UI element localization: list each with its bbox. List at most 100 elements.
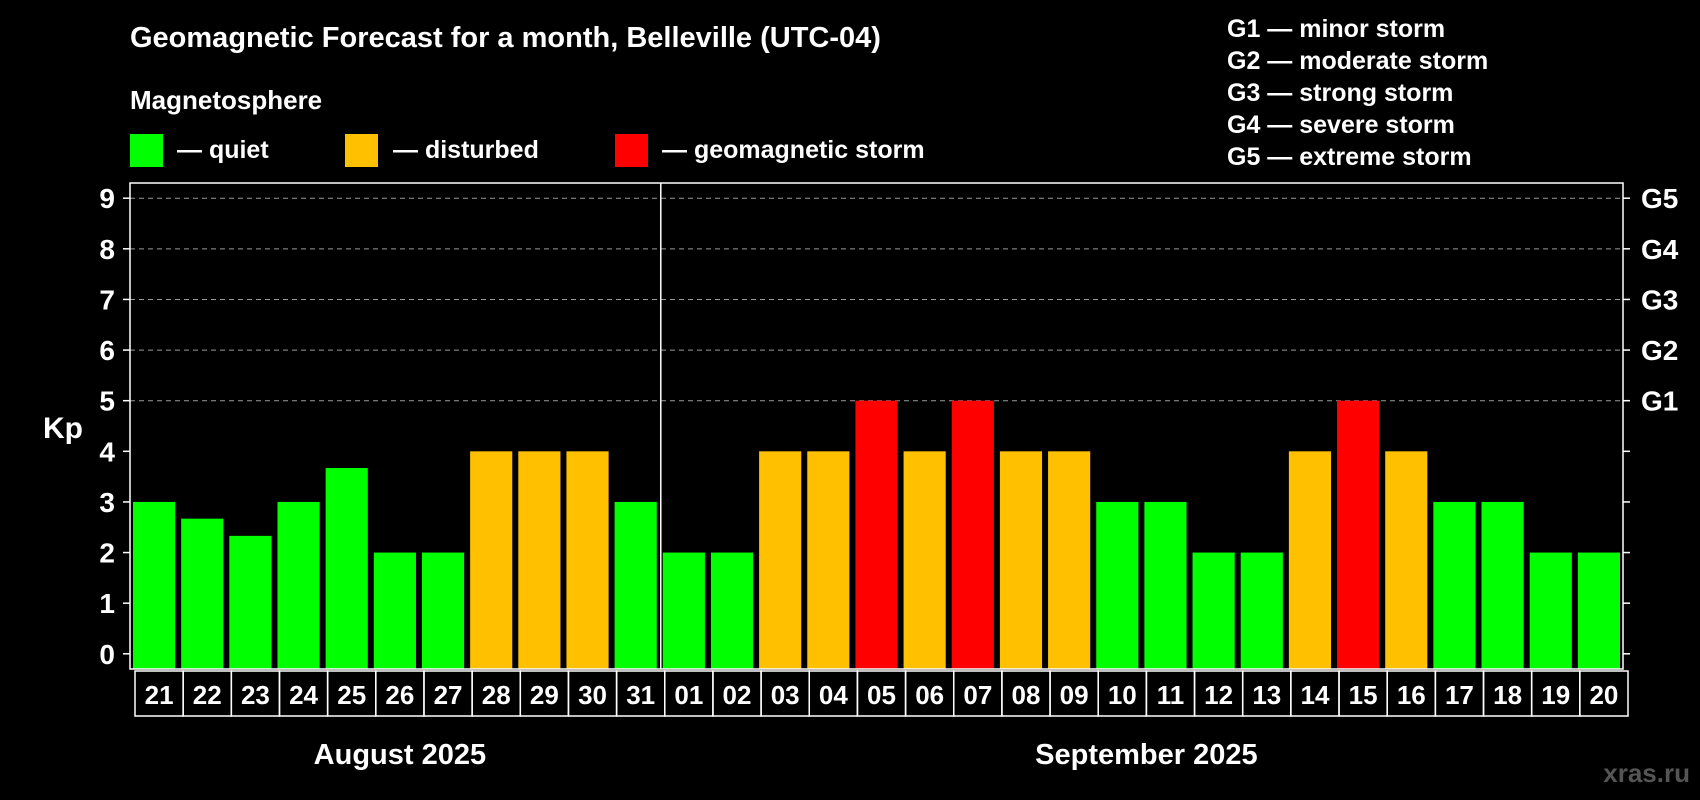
bar-day-10	[566, 451, 609, 669]
legend-swatch-storm	[615, 134, 648, 167]
day-label: 21	[145, 680, 174, 710]
legend-swatch-quiet	[130, 134, 163, 167]
day-label: 17	[1445, 680, 1474, 710]
day-label: 14	[1300, 680, 1329, 710]
storm-scale-g4: G4 — severe storm	[1227, 111, 1455, 139]
month-label-1: August 2025	[314, 739, 486, 771]
bar-day-4	[277, 501, 320, 669]
day-label: 09	[1060, 680, 1089, 710]
y-tick-label-3: 3	[99, 487, 115, 518]
day-label: 10	[1108, 680, 1137, 710]
bar-day-19	[999, 451, 1043, 669]
day-label: 26	[385, 680, 414, 710]
bar-day-25	[1288, 451, 1332, 669]
bar-day-9	[518, 451, 561, 669]
day-label: 31	[626, 680, 655, 710]
day-label: 16	[1397, 680, 1426, 710]
bar-day-22	[1144, 501, 1187, 669]
day-label: 07	[963, 680, 992, 710]
storm-scale-legend: G1 — minor storm G2 — moderate storm G3 …	[1227, 15, 1488, 171]
storm-scale-g2: G2 — moderate storm	[1227, 47, 1488, 75]
right-label-g3: G3	[1641, 284, 1678, 315]
right-label-g5: G5	[1641, 183, 1678, 214]
bar-day-23	[1192, 552, 1235, 669]
y-tick-label-8: 8	[99, 234, 115, 265]
day-label: 06	[915, 680, 944, 710]
bar-day-15	[807, 451, 850, 669]
day-label: 28	[482, 680, 511, 710]
y-axis-label: Kp	[43, 412, 83, 445]
y-tick-label-7: 7	[99, 284, 115, 315]
storm-scale-g1: G1 — minor storm	[1227, 15, 1445, 43]
day-label: 02	[723, 680, 752, 710]
right-label-g1: G1	[1641, 386, 1678, 417]
legend-label-quiet: — quiet	[177, 136, 269, 164]
y-tick-label-4: 4	[99, 436, 115, 467]
day-label: 30	[578, 680, 607, 710]
y-tick-label-9: 9	[99, 183, 115, 214]
bar-day-16	[855, 400, 898, 669]
bar-day-17	[903, 451, 946, 669]
y-tick-label-0: 0	[99, 639, 115, 670]
day-label: 11	[1157, 680, 1185, 710]
bar-day-28	[1433, 501, 1476, 669]
storm-scale-g3: G3 — strong storm	[1227, 79, 1453, 107]
chart-title: Geomagnetic Forecast for a month, Bellev…	[130, 22, 881, 54]
storm-scale-g5: G5 — extreme storm	[1227, 143, 1472, 171]
bar-day-14	[759, 451, 802, 669]
day-label: 25	[337, 680, 366, 710]
day-label: 18	[1493, 680, 1522, 710]
day-label: 03	[771, 680, 800, 710]
bar-day-24	[1240, 552, 1283, 669]
day-label: 24	[289, 680, 318, 710]
day-label: 04	[819, 680, 848, 710]
bar-day-30	[1529, 552, 1572, 669]
day-label: 20	[1589, 680, 1618, 710]
y-tick-label-2: 2	[99, 538, 115, 569]
bar-day-18	[951, 400, 994, 669]
day-label: 05	[867, 680, 896, 710]
day-label: 01	[674, 680, 703, 710]
day-label: 08	[1012, 680, 1041, 710]
day-label: 19	[1541, 680, 1570, 710]
bar-day-21	[1096, 501, 1139, 669]
day-label: 15	[1349, 680, 1378, 710]
legend-heading: Magnetosphere	[130, 85, 322, 115]
legend-swatch-disturbed	[345, 134, 378, 167]
watermark: xras.ru	[1603, 758, 1690, 788]
plot-frame	[129, 182, 1624, 670]
day-label: 13	[1252, 680, 1281, 710]
day-label: 23	[241, 680, 270, 710]
y-tick-label-1: 1	[99, 588, 115, 619]
bar-day-5	[325, 468, 368, 669]
bar-day-3	[229, 535, 272, 669]
bar-day-1	[133, 501, 176, 669]
bar-day-31	[1577, 552, 1620, 669]
bar-day-6	[373, 552, 416, 669]
bar-day-27	[1385, 451, 1428, 669]
bar-day-20	[1048, 451, 1091, 669]
bar-day-12	[662, 552, 705, 669]
bar-day-2	[181, 518, 224, 669]
right-label-g4: G4	[1641, 234, 1679, 265]
bar-day-13	[710, 552, 754, 669]
bar-day-29	[1481, 501, 1524, 669]
day-box-31	[1579, 670, 1629, 717]
bar-day-7	[421, 552, 465, 669]
bar-day-11	[614, 501, 657, 669]
legend: — quiet — disturbed — geomagnetic storm	[130, 134, 925, 167]
right-label-g2: G2	[1641, 335, 1678, 366]
y-tick-label-5: 5	[99, 386, 115, 417]
day-label: 22	[193, 680, 222, 710]
month-label-2: September 2025	[1035, 739, 1257, 771]
bar-day-8	[470, 451, 513, 669]
legend-label-disturbed: — disturbed	[393, 136, 539, 164]
day-label: 29	[530, 680, 559, 710]
day-label: 12	[1204, 680, 1233, 710]
y-tick-label-6: 6	[99, 335, 115, 366]
bar-day-26	[1337, 400, 1380, 669]
day-label: 27	[434, 680, 463, 710]
legend-label-storm: — geomagnetic storm	[662, 136, 925, 164]
